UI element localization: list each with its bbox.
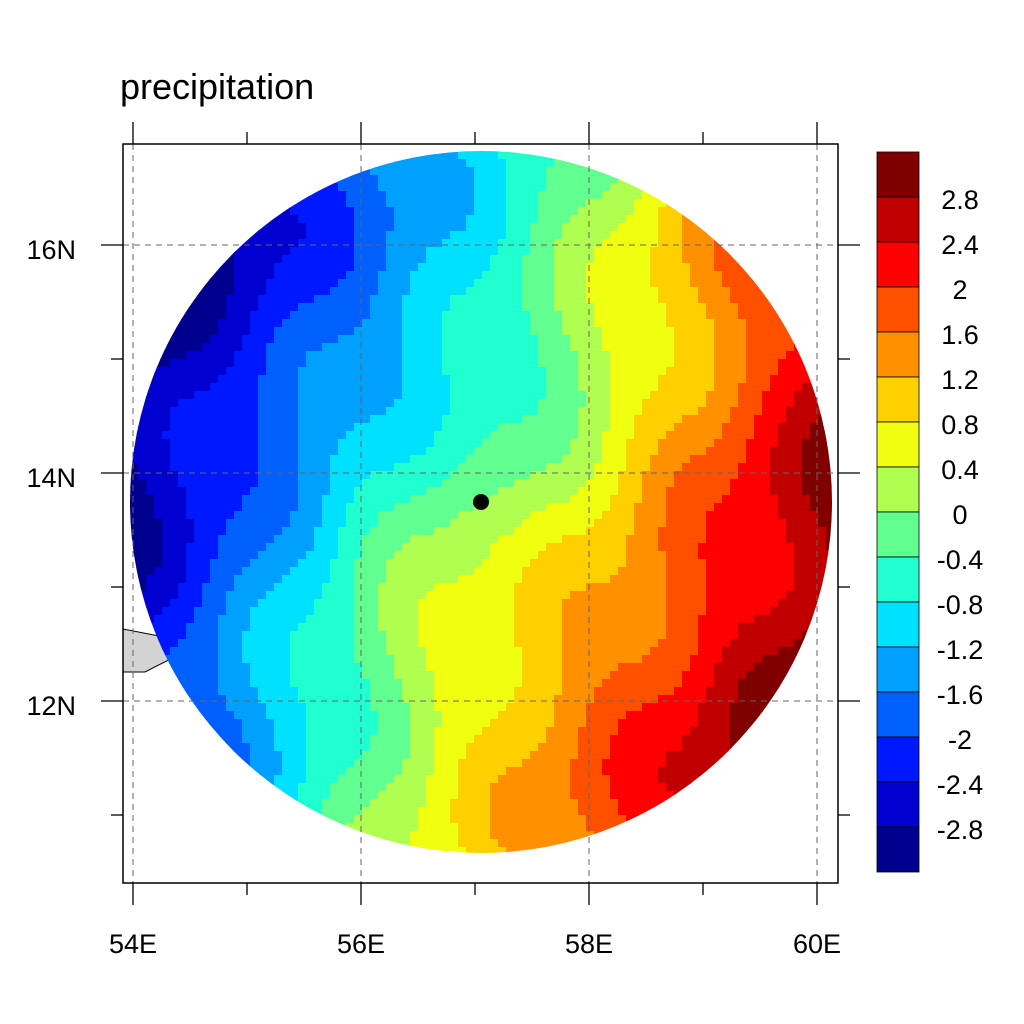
colorbar-swatch [876,601,920,648]
cb-label-2.8: 2.8 [941,185,979,215]
cb-label-neg2.4: -2.4 [937,770,984,800]
center-marker [473,494,489,510]
colorbar-swatch [876,691,920,738]
x-label-58e: 58E [565,929,613,959]
y-label-16n: 16N [26,235,76,265]
colorbar-swatch [876,511,920,558]
colorbar [876,151,920,873]
colorbar-swatch [876,196,920,243]
colorbar-swatch [876,376,920,423]
cb-label-neg1.6: -1.6 [937,680,984,710]
colorbar-swatch [876,466,920,513]
cb-label-0.4: 0.4 [941,455,979,485]
x-label-60e: 60E [793,929,841,959]
cb-label-2: 2 [952,275,967,305]
axis-ticks [101,122,860,905]
cb-label-neg2: -2 [948,725,972,755]
colorbar-swatch [876,736,920,783]
colorbar-swatch [876,241,920,288]
cb-label-1.6: 1.6 [941,320,979,350]
colorbar-labels: 2.8 2.4 2 1.6 1.2 0.8 0.4 0 -0.4 -0.8 -1… [937,185,984,845]
cb-label-1.2: 1.2 [941,365,979,395]
cb-label-2.4: 2.4 [941,230,979,260]
x-label-54e: 54E [109,929,157,959]
colorbar-swatch [876,331,920,378]
map-frame [122,143,839,884]
colorbar-swatch [876,421,920,468]
cb-label-neg0.8: -0.8 [937,590,984,620]
colorbar-swatch [876,151,920,198]
contour-field [130,151,832,853]
cb-label-neg2.8: -2.8 [937,815,984,845]
colorbar-swatch [876,646,920,693]
y-label-14n: 14N [26,463,76,493]
cb-label-neg1.2: -1.2 [937,635,984,665]
colorbar-swatch [876,781,920,828]
x-label-56e: 56E [337,929,385,959]
colorbar-swatch [876,826,920,873]
map-title: precipitation [120,66,314,107]
colorbar-swatch [876,286,920,333]
cb-label-0.8: 0.8 [941,410,979,440]
cb-label-0: 0 [952,500,967,530]
grid-lines [123,144,838,883]
colorbar-swatch [876,556,920,603]
cb-label-neg0.4: -0.4 [937,545,984,575]
y-label-12n: 12N [26,691,76,721]
